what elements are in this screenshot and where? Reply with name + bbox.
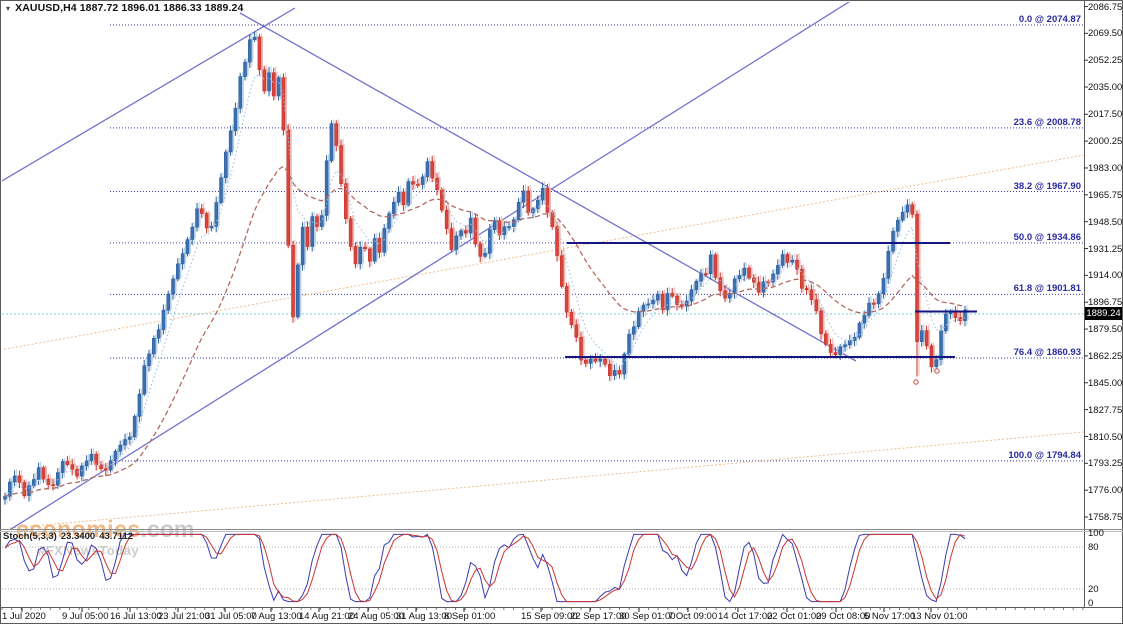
ascending-major [9,2,851,529]
descending-from-high [239,12,857,362]
ma-slow-dashed [4,165,966,497]
stochastic-indicator-label: Stoch(5,3,3) 23.3400 43.7112 [3,531,137,542]
stoch-name: Stoch(5,3,3) [3,531,57,542]
low-marker-icon [913,379,919,385]
quote-ohlc-text: XAUUSD,H4 1887.72 1896.01 1886.33 1889.2… [15,2,244,14]
ma-fast-dotted [4,73,966,497]
quote-header: ▾ XAUUSD,H4 1887.72 1896.01 1886.33 1889.… [6,2,243,14]
ascending-left [2,7,296,182]
stoch-d-line [4,533,966,603]
low-marker-icon [934,368,940,374]
symbol-dropdown-icon[interactable]: ▾ [6,4,11,13]
orange-channel-line [9,431,1084,529]
candles-echo [5,30,969,504]
orange-channel-line [2,154,1084,351]
stoch-d-value: 43.7112 [99,531,134,542]
candles [3,31,967,505]
stoch-k-line [4,533,966,603]
stoch-k-value: 23.3400 [60,531,96,542]
